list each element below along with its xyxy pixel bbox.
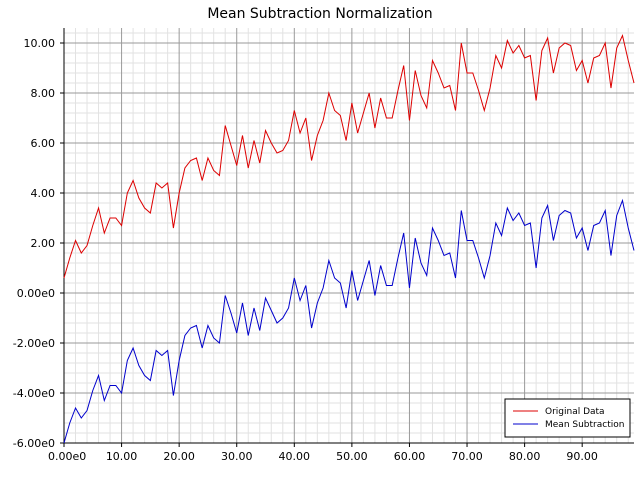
y-tick-label: 10.00 bbox=[24, 37, 56, 50]
x-tick-label: 90.00 bbox=[566, 450, 598, 463]
x-tick-label: 70.00 bbox=[451, 450, 483, 463]
x-tick-label: 30.00 bbox=[221, 450, 253, 463]
series-layer bbox=[63, 33, 635, 444]
y-tick-label: 6.00 bbox=[31, 137, 56, 150]
x-axis-tick-labels: 0.00e0 10.00 20.00 30.00 40.00 50.00 60.00 70.0… bbox=[48, 450, 598, 463]
y-tick-label: -2.00e0 bbox=[13, 337, 55, 350]
x-tick-label: 40.00 bbox=[279, 450, 311, 463]
series-mean-subtraction bbox=[63, 198, 635, 444]
x-tick-label: 60.00 bbox=[394, 450, 426, 463]
series-line-original-data bbox=[63, 33, 635, 279]
series-line-mean-subtraction bbox=[63, 198, 635, 444]
legend-box bbox=[504, 398, 631, 438]
y-tick-label: -6.00e0 bbox=[13, 437, 55, 450]
legend-label-mean-subtraction: Mean Subtraction bbox=[545, 420, 624, 430]
x-tick-label: 10.00 bbox=[106, 450, 138, 463]
legend-label-original-data: Original Data bbox=[545, 407, 605, 417]
x-tick-label: 20.00 bbox=[163, 450, 195, 463]
legend: Original Data Mean Subtraction bbox=[504, 398, 631, 438]
y-tick-label: 0.00e0 bbox=[17, 287, 55, 300]
x-tick-label: 80.00 bbox=[509, 450, 541, 463]
y-axis-tick-labels: 10.00 8.00 6.00 4.00 2.00 0.00e0 -2.00e0 -4.00e… bbox=[13, 37, 55, 450]
x-tick-label: 50.00 bbox=[336, 450, 368, 463]
x-tick-label: 0.00e0 bbox=[48, 450, 86, 463]
series-original-data bbox=[63, 33, 635, 279]
y-tick-label: -4.00e0 bbox=[13, 387, 55, 400]
y-tick-label: 4.00 bbox=[31, 187, 56, 200]
y-tick-label: 2.00 bbox=[31, 237, 56, 250]
axes bbox=[60, 28, 634, 447]
chart-title: Mean Subtraction Normalization bbox=[207, 6, 432, 22]
y-tick-label: 8.00 bbox=[31, 87, 56, 100]
